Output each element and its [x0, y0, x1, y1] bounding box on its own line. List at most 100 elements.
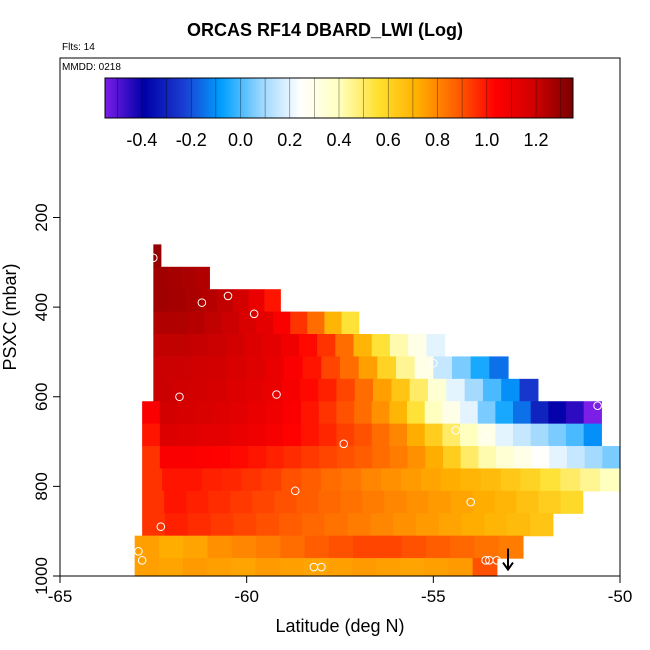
heatmap-cell — [328, 535, 354, 559]
heatmap-cell — [400, 468, 422, 492]
heatmap-cell — [241, 468, 263, 492]
heatmap-cell — [189, 334, 209, 358]
heatmap-cell — [362, 490, 386, 514]
heatmap-cell — [424, 423, 443, 447]
heatmap-cell — [164, 490, 187, 514]
heatmap-cell — [303, 558, 329, 577]
flight-point — [156, 522, 166, 532]
heatmap-cell — [484, 513, 508, 537]
heatmap-cell — [164, 513, 189, 537]
heatmap-cell — [548, 423, 567, 447]
heatmap-cell — [321, 356, 341, 380]
heatmap-cell — [233, 513, 257, 537]
heatmap-cell — [134, 558, 160, 577]
heatmap-cell — [566, 423, 585, 447]
colorbar: -0.4 -0.2 0.0 0.2 0.4 0.6 0.8 1.0 1.2 — [104, 77, 574, 150]
heatmap-cell — [142, 468, 163, 492]
heatmap-cell — [460, 468, 482, 492]
heatmap-cell — [389, 334, 409, 358]
heatmap-cell — [354, 446, 373, 470]
y-tick-label: 800 — [32, 472, 51, 500]
heatmap-cell — [566, 401, 585, 425]
x-tick-label: -60 — [234, 587, 259, 606]
flight-point — [175, 392, 184, 402]
heatmap-cell — [401, 535, 427, 559]
heatmap-cell — [495, 423, 514, 447]
heatmap-cell — [347, 513, 371, 537]
heatmap-cell — [358, 356, 378, 380]
flight-point — [249, 309, 259, 319]
heatmap-cell — [264, 289, 281, 313]
heatmap-cell — [195, 401, 214, 425]
heatmap-cell — [159, 446, 179, 470]
heatmap-cell — [414, 356, 434, 380]
heatmap-cell — [377, 535, 403, 559]
heatmap-cell — [201, 468, 223, 492]
mmdd-annotation: MMDD: 0218 — [62, 62, 121, 73]
flight-point — [134, 547, 143, 556]
flight-point — [492, 556, 502, 565]
heatmap-cell — [460, 423, 479, 447]
heatmap-cell — [478, 446, 497, 470]
heatmap-cell — [389, 401, 408, 425]
flights-annotation: Flts: 14 — [62, 42, 95, 53]
heatmap-cell — [153, 289, 170, 313]
heatmap-cell — [440, 468, 462, 492]
heatmap-cell — [153, 334, 173, 358]
heatmap-cell — [169, 289, 186, 313]
heatmap-cell — [153, 311, 172, 335]
heatmap-cell — [134, 535, 160, 559]
heatmap-cell — [376, 558, 401, 577]
heatmap-cell — [319, 446, 338, 470]
heatmap-cell — [373, 378, 392, 402]
heatmap-cell — [472, 558, 498, 577]
heatmap-cell — [283, 423, 302, 447]
heatmap-cell — [428, 490, 452, 514]
heatmap-cell — [246, 356, 266, 380]
heatmap-cell — [371, 423, 390, 447]
arrow-head — [502, 561, 514, 572]
heatmap-cell — [529, 513, 554, 537]
heatmap-cell — [153, 356, 173, 380]
flight-point — [223, 291, 233, 301]
y-tick-label: 1000 — [32, 557, 51, 595]
heatmap-cell — [415, 513, 440, 537]
heatmap-cell — [181, 266, 196, 290]
heatmap-cell — [248, 401, 267, 425]
heatmap-cell — [207, 334, 227, 358]
heatmap-cell — [187, 513, 212, 537]
current-position-arrow — [502, 548, 514, 572]
heatmap-cell — [195, 423, 214, 447]
heatmap-cell — [187, 311, 206, 335]
heatmap-cell — [583, 401, 602, 425]
heatmap-cell — [450, 490, 474, 514]
heatmap-cell — [302, 356, 322, 380]
heatmap-cell — [255, 558, 281, 577]
heatmap-cell — [261, 468, 283, 492]
heatmap-cell — [371, 334, 391, 358]
heatmap-cell — [583, 423, 602, 447]
heatmap-cells — [134, 244, 621, 577]
heatmap-cell — [341, 468, 362, 492]
x-axis: -65 -60 -55 -50 — [48, 576, 632, 606]
heatmap-cell — [426, 334, 446, 358]
heatmap-cell — [495, 401, 514, 425]
heatmap-cell — [207, 558, 232, 577]
y-axis-label: PSXC (mbar) — [0, 263, 20, 370]
heatmap-cell — [204, 311, 223, 335]
heatmap-cell — [256, 535, 281, 559]
heatmap-cell — [474, 535, 500, 559]
heatmap-cell — [248, 289, 265, 313]
heatmap-cell — [477, 401, 496, 425]
heatmap-cell — [230, 490, 253, 514]
heatmap-cell — [244, 378, 264, 402]
heatmap-cell — [177, 423, 196, 447]
heatmap-cell — [238, 311, 257, 335]
heatmap-cell — [284, 356, 304, 380]
heatmap-cell — [279, 513, 303, 537]
heatmap-cell — [212, 446, 232, 470]
heatmap-cell — [407, 401, 426, 425]
heatmap-cell — [290, 311, 308, 335]
heatmap-cell — [283, 401, 302, 425]
heatmap-cell — [231, 558, 256, 577]
